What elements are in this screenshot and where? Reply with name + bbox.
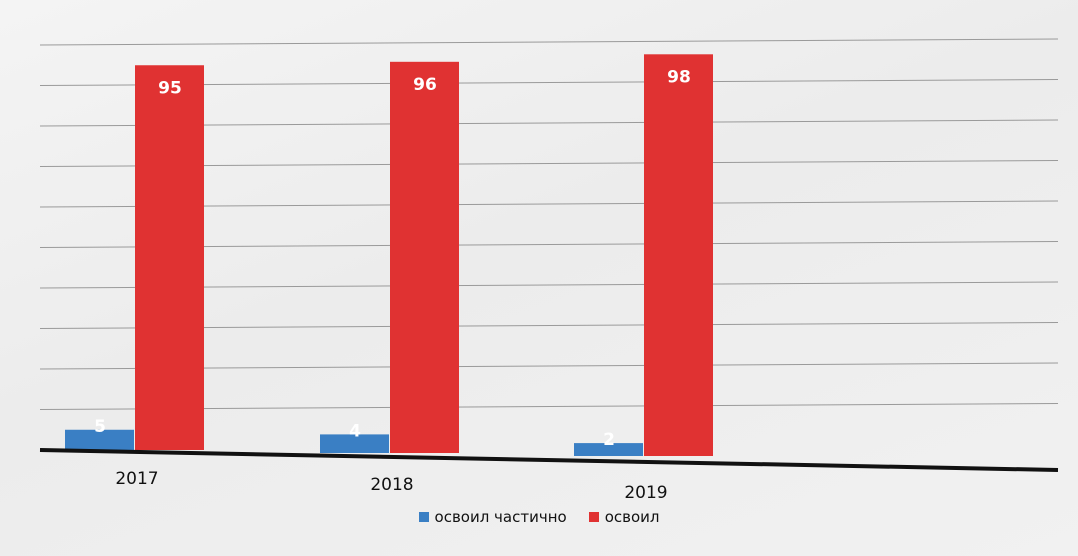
x-tick-label: 2017 [115, 469, 158, 489]
legend-label: освоил частично [434, 508, 567, 526]
bar-data-label: 96 [413, 75, 437, 95]
bar-data-label: 2 [603, 430, 615, 450]
gridlines [39, 38, 1059, 410]
gridline [39, 403, 1059, 410]
gridline [39, 281, 1059, 289]
bar-освоил-2018 [390, 61, 459, 454]
gridline [39, 79, 1059, 86]
bars [65, 54, 713, 457]
bar-освоил-2017 [135, 65, 204, 450]
x-tick-label: 2018 [370, 475, 413, 495]
bar-data-label: 95 [158, 78, 182, 98]
bar-освоил-2019 [644, 54, 713, 457]
bar-освоил-частично-2019 [574, 443, 643, 456]
legend: освоил частично освоил [0, 508, 1078, 526]
legend-swatch [418, 512, 429, 522]
gridline [39, 241, 1059, 248]
x-tick-labels: 2017 2018 2019 [115, 469, 667, 503]
bar-labels: 5 95 4 96 2 98 [94, 67, 691, 450]
gridline [39, 160, 1059, 167]
legend-item: освоил частично [418, 508, 567, 526]
gridline [39, 322, 1059, 329]
gridline [39, 119, 1059, 127]
gridline [39, 362, 1059, 370]
gridline [39, 38, 1059, 46]
legend-label: освоил [604, 508, 660, 526]
bar-data-label: 98 [667, 67, 691, 87]
x-tick-label: 2019 [624, 483, 667, 503]
bar-освоил-частично-2018 [320, 434, 389, 453]
bar-data-label: 5 [94, 417, 106, 437]
legend-swatch [588, 512, 599, 522]
bar-data-label: 4 [349, 421, 361, 441]
bar-освоил-частично-2017 [65, 429, 134, 450]
gridline [39, 200, 1059, 208]
legend-item: освоил [588, 508, 660, 526]
x-axis-line [39, 448, 1059, 472]
